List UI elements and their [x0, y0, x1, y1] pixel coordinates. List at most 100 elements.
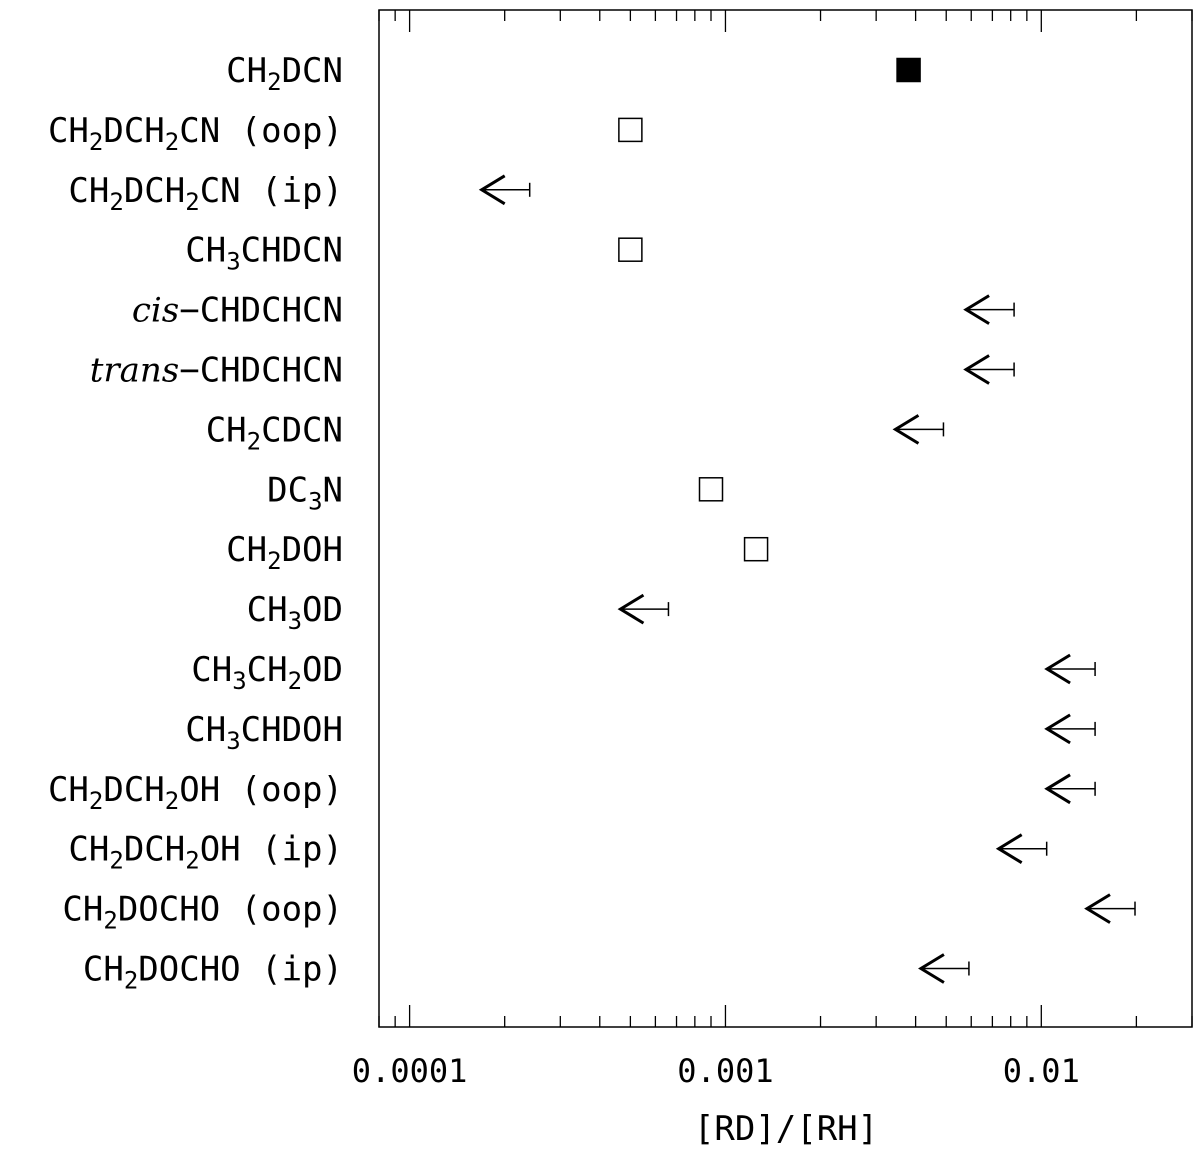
species-label: CH3CH2OD	[191, 650, 343, 695]
x-tick-label: 0.001	[677, 1052, 773, 1090]
limit-arrowhead	[1084, 893, 1111, 924]
label-segment: CH	[185, 710, 226, 750]
upper-limit-marker	[995, 833, 1048, 864]
label-subscript: 3	[226, 248, 240, 276]
species-label: CH3CHDOH	[185, 710, 343, 755]
limit-arrowhead	[918, 953, 945, 984]
label-segment: −CHDCHCN	[179, 351, 343, 391]
upper-limit-marker	[1044, 653, 1096, 685]
species-label: trans−CHDCHCN	[90, 351, 343, 391]
label-subscript: 3	[226, 727, 240, 755]
label-subscript: 2	[109, 847, 123, 875]
label-subscript: 2	[267, 68, 281, 96]
label-segment: CH	[48, 111, 89, 151]
species-label: cis−CHDCHCN	[132, 291, 343, 331]
label-segment: DCH	[103, 111, 164, 151]
species-label: CH2CDCN	[206, 410, 343, 455]
label-segment: DCH	[103, 770, 164, 810]
label-subscript: 3	[232, 667, 246, 695]
limit-arrowhead	[892, 414, 920, 445]
label-segment: DOCHO (oop)	[118, 890, 343, 930]
label-segment: OD	[302, 590, 343, 630]
x-tick-labels: 0.0001 0.001 0.01	[352, 1052, 1080, 1090]
label-segment: DC	[267, 470, 308, 510]
label-segment: DCH	[124, 830, 185, 870]
label-segment: DOCHO (ip)	[138, 950, 343, 990]
upper-limit-marker	[963, 294, 1015, 325]
plot-frame	[378, 9, 1193, 1028]
label-segment: OH (ip)	[200, 830, 343, 870]
upper-limit-marker	[478, 174, 531, 206]
label-segment: CN (oop)	[179, 111, 343, 151]
upper-limit-marker	[617, 593, 670, 625]
species-label: CH2DCH2CN (ip)	[68, 171, 343, 216]
label-segment: OD	[302, 650, 343, 690]
label-segment: CDCN	[261, 410, 343, 450]
label-subscript: 2	[103, 907, 117, 935]
species-label: CH2DOCHO (ip)	[83, 950, 343, 995]
tentative-marker	[618, 237, 643, 262]
label-subscript: 2	[185, 847, 199, 875]
limit-arrowhead	[995, 833, 1023, 864]
label-segment: CN (ip)	[200, 171, 343, 211]
label-segment: N	[323, 470, 343, 510]
upper-limit-marker	[892, 414, 945, 445]
label-segment: CH	[48, 770, 89, 810]
label-subscript: 2	[165, 128, 179, 156]
upper-limit-marker	[963, 354, 1015, 385]
label-subscript: 2	[89, 128, 103, 156]
label-segment: CH	[191, 650, 232, 690]
label-subscript: 3	[308, 487, 322, 515]
limit-arrowhead	[963, 294, 990, 325]
upper-limit-marker	[1044, 773, 1096, 805]
label-segment: CH	[83, 950, 124, 990]
label-segment: −CHDCHCN	[179, 291, 343, 331]
x-axis-title: [RD]/[RH]	[694, 1109, 878, 1149]
tentative-marker	[743, 536, 769, 562]
label-subscript: 2	[165, 787, 179, 815]
species-label: CH3CHDCN	[185, 231, 343, 276]
label-segment: CH	[62, 890, 103, 930]
species-label: CH2DCH2OH (ip)	[68, 830, 343, 875]
label-segment: CH	[247, 650, 288, 690]
label-segment: CH	[185, 231, 226, 271]
limit-arrowhead	[1044, 653, 1071, 685]
upper-limit-marker	[918, 953, 970, 984]
label-segment: CHDOH	[241, 710, 343, 750]
upper-limit-marker	[1044, 713, 1096, 745]
x-tick-label: 0.01	[1003, 1052, 1080, 1090]
label-segment: OH (oop)	[179, 770, 343, 810]
species-label: DC3N	[267, 470, 343, 515]
label-segment: DCN	[282, 51, 343, 91]
limit-arrowhead	[478, 174, 506, 206]
label-subscript: 2	[267, 547, 281, 575]
label-subscript: 2	[89, 787, 103, 815]
label-segment: CH	[247, 590, 288, 630]
label-segment: CH	[226, 530, 267, 570]
limit-arrowhead	[617, 593, 645, 625]
label-subscript: 2	[109, 188, 123, 216]
label-segment: cis	[132, 291, 179, 331]
upper-limit-marker	[1084, 893, 1136, 924]
label-segment: DOH	[282, 530, 343, 570]
species-label: CH2DOCHO (oop)	[62, 890, 343, 935]
label-segment: trans	[90, 351, 180, 391]
limit-arrowhead	[1044, 773, 1071, 805]
label-segment: CHDCN	[241, 231, 343, 271]
label-segment: DCH	[124, 171, 185, 211]
label-subscript: 2	[247, 427, 261, 455]
data-marks	[478, 57, 1136, 984]
detection-marker	[896, 57, 921, 83]
label-subscript: 2	[185, 188, 199, 216]
species-label: CH2DCH2OH (oop)	[48, 770, 343, 815]
species-label: CH2DCN	[226, 51, 343, 96]
label-subscript: 2	[288, 667, 302, 695]
species-label: CH3OD	[247, 590, 343, 635]
label-segment: CH	[226, 51, 267, 91]
label-subscript: 3	[288, 607, 302, 635]
species-label: CH2DCH2CN (oop)	[48, 111, 343, 156]
label-segment: CH	[68, 171, 109, 211]
limit-arrowhead	[1044, 713, 1071, 745]
